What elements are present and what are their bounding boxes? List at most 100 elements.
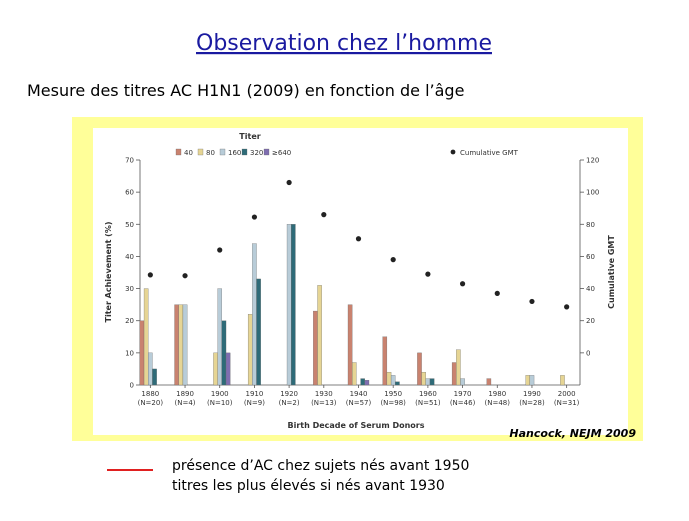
x-tick-label: 1880 xyxy=(141,390,159,398)
x-tick-label: 1950 xyxy=(384,390,402,398)
bar xyxy=(486,378,492,386)
x-tick-label: 1990 xyxy=(523,390,541,398)
bar xyxy=(286,224,292,386)
legend-title: Titer xyxy=(239,132,260,141)
y2-tick-label: 80 xyxy=(586,221,595,229)
gmt-point xyxy=(217,247,223,253)
y-tick-label: 50 xyxy=(125,221,134,229)
y2-tick-label: 40 xyxy=(586,285,595,293)
legend-label: 160 xyxy=(228,149,241,157)
bar xyxy=(252,243,257,386)
bar xyxy=(148,352,153,386)
gmt-point xyxy=(355,236,362,242)
bar xyxy=(182,304,188,386)
bar xyxy=(291,224,296,386)
x-tick-label: 2000 xyxy=(558,390,576,398)
x-tick-sublabel: (N=4) xyxy=(175,399,196,407)
y-tick-label: 20 xyxy=(125,317,134,325)
bar xyxy=(451,362,457,386)
x-axis-title: Birth Decade of Serum Donors xyxy=(288,421,425,430)
bar xyxy=(352,362,357,386)
x-tick-label: 1910 xyxy=(246,390,264,398)
x-tick-label: 1900 xyxy=(211,390,229,398)
bar xyxy=(213,352,218,386)
slide-subtitle: Mesure des titres AC H1N1 (2009) en fonc… xyxy=(27,81,464,100)
bar xyxy=(529,375,535,386)
x-tick-sublabel: (N=51) xyxy=(415,399,441,407)
x-tick-label: 1930 xyxy=(315,390,333,398)
note: titres les plus élevés si nés avant 1930 xyxy=(172,478,445,494)
x-tick-sublabel: (N=10) xyxy=(207,399,233,407)
bar xyxy=(429,378,435,386)
bar xyxy=(178,304,184,386)
citation: Hancock, NEJM 2009 xyxy=(509,427,636,440)
bar xyxy=(347,304,353,386)
bar xyxy=(256,278,261,386)
chart: Titer Birth Decade of Serum Donors Titer… xyxy=(104,132,616,430)
x-tick-label: 1970 xyxy=(454,390,472,398)
legend-label: 320 xyxy=(250,149,263,157)
bar xyxy=(364,380,370,386)
y-tick-label: 40 xyxy=(125,253,134,261)
x-tick-sublabel: (N=31) xyxy=(554,399,580,407)
bar xyxy=(143,288,149,386)
legend-swatch xyxy=(219,148,226,156)
bar xyxy=(460,378,465,386)
y2-tick-label: 120 xyxy=(586,157,599,165)
x-tick-sublabel: (N=13) xyxy=(311,399,337,407)
bar xyxy=(421,371,426,386)
legend-swatch xyxy=(175,148,182,156)
x-tick-sublabel: (N=46) xyxy=(450,399,476,407)
gmt-point xyxy=(494,290,500,296)
bar xyxy=(382,336,388,386)
bar xyxy=(221,320,227,386)
legend-label: Cumulative GMT xyxy=(460,149,519,157)
legend-label: 40 xyxy=(184,149,193,157)
gmt-point xyxy=(182,273,188,279)
bar xyxy=(247,314,253,386)
bar xyxy=(139,320,145,386)
bar xyxy=(152,368,157,386)
legend-marker xyxy=(450,149,456,155)
slide-title: Observation chez l’homme xyxy=(196,31,492,56)
bar xyxy=(395,381,400,386)
x-tick-sublabel: (N=9) xyxy=(244,399,265,407)
bar xyxy=(313,310,318,386)
x-tick-sublabel: (N=28) xyxy=(519,399,545,407)
x-tick-sublabel: (N=20) xyxy=(138,399,164,407)
x-tick-sublabel: (N=48) xyxy=(485,399,511,407)
bar xyxy=(225,352,231,386)
x-tick-label: 1980 xyxy=(488,390,506,398)
bar xyxy=(217,288,222,386)
bar xyxy=(174,304,179,386)
bar xyxy=(386,371,392,386)
bar xyxy=(425,378,431,386)
gmt-point xyxy=(564,304,570,310)
y-axis-title: Titer Achievement (%) xyxy=(104,221,113,322)
gmt-point xyxy=(425,271,431,277)
bar xyxy=(456,349,461,386)
gmt-point xyxy=(286,179,292,186)
bar xyxy=(317,285,322,386)
y-tick-label: 0 xyxy=(130,382,134,390)
x-tick-sublabel: (N=57) xyxy=(346,399,372,407)
y2-tick-label: 100 xyxy=(586,189,599,197)
y-tick-label: 70 xyxy=(125,157,134,165)
gmt-point xyxy=(459,281,466,287)
x-tick-label: 1920 xyxy=(280,390,298,398)
x-tick-label: 1940 xyxy=(350,390,368,398)
gmt-point xyxy=(321,212,327,218)
x-tick-label: 1890 xyxy=(176,390,194,398)
x-tick-sublabel: (N=2) xyxy=(279,399,300,407)
legend-label: 80 xyxy=(206,149,215,157)
legend-swatch xyxy=(197,148,204,156)
legend-label: ≥640 xyxy=(272,149,291,157)
gmt-point xyxy=(390,257,396,263)
bar xyxy=(417,352,422,386)
y2-tick-label: 20 xyxy=(586,317,595,325)
y-tick-label: 60 xyxy=(125,189,134,197)
bar xyxy=(390,375,396,386)
note: présence d’AC chez sujets nés avant 1950 xyxy=(172,458,469,474)
x-tick-label: 1960 xyxy=(419,390,437,398)
